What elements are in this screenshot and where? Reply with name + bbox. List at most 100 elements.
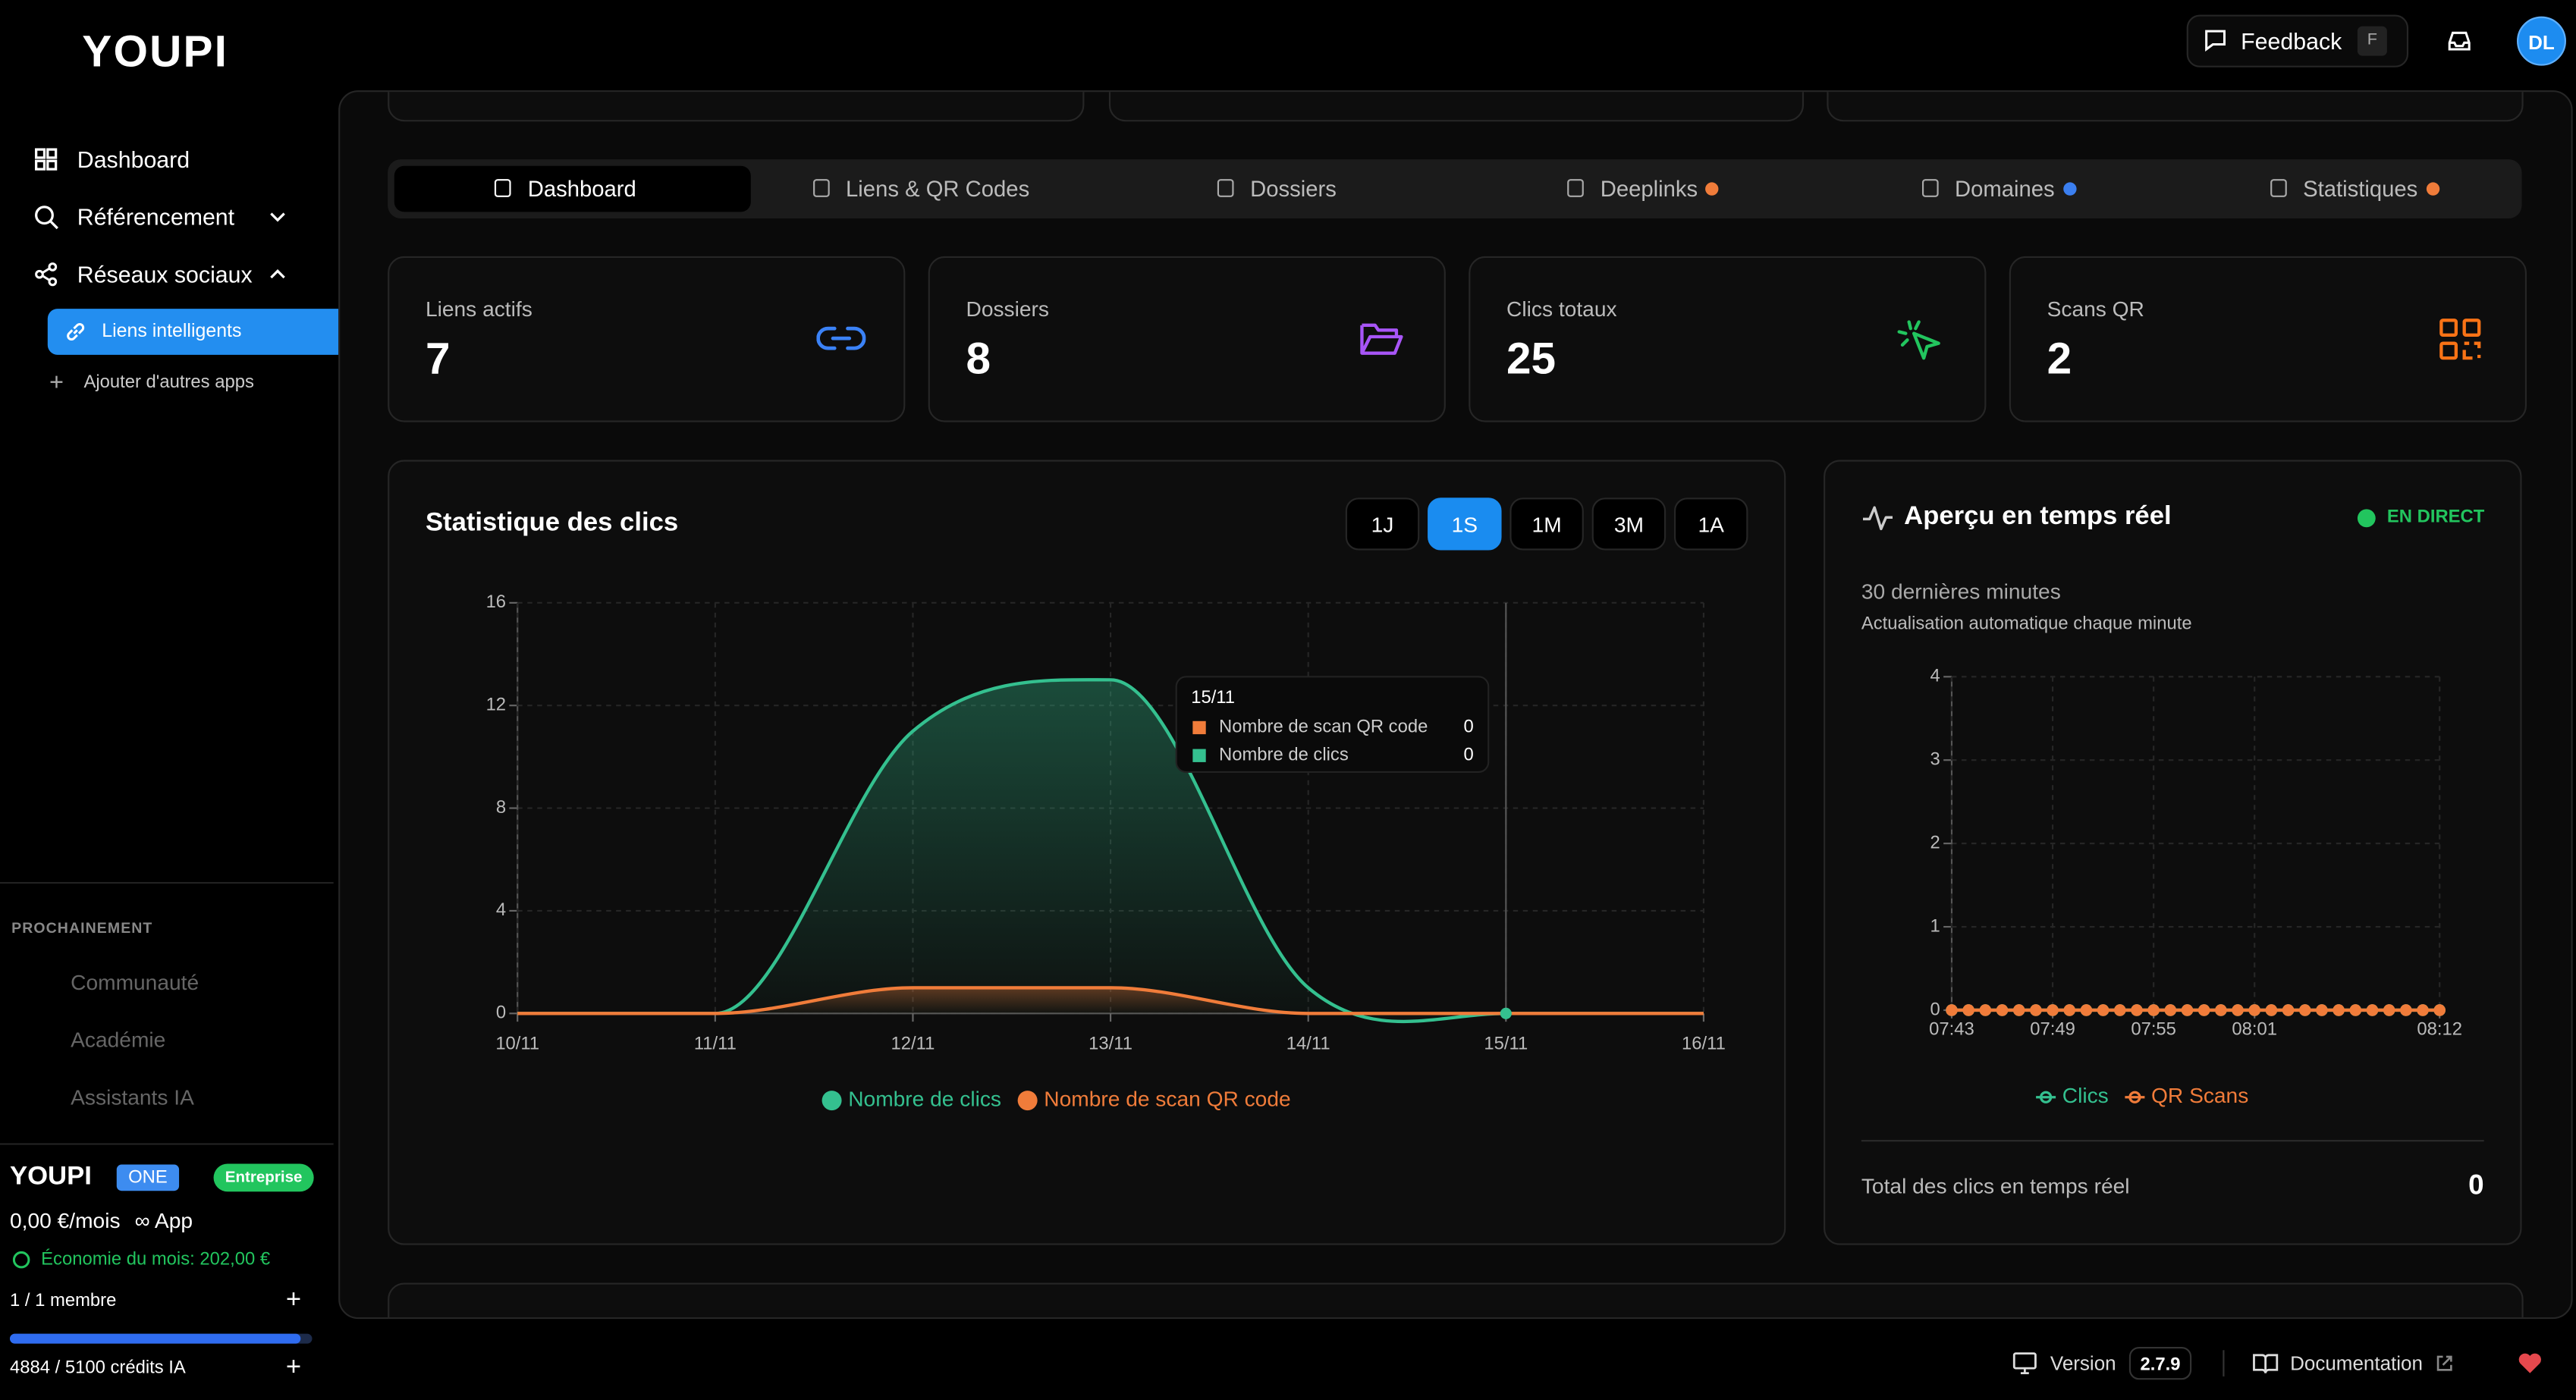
tooltip-name: Nombre de clics <box>1219 745 1349 765</box>
tab-icon <box>1921 179 1939 197</box>
tab-icon <box>1217 179 1233 197</box>
icon <box>67 322 85 341</box>
stat-card <box>2009 256 2526 422</box>
active-subnav[interactable] <box>47 309 339 355</box>
chart-title: Aperçu en temps réel <box>1904 502 2172 531</box>
nav-item[interactable]: Référencement <box>77 203 235 231</box>
card <box>388 92 1085 122</box>
point <box>2097 1004 2109 1016</box>
section-title: PROCHAINEMENT <box>11 919 153 937</box>
progress-fill <box>9 1333 301 1344</box>
tab[interactable]: Dashboard <box>527 176 636 202</box>
point <box>2080 1004 2093 1016</box>
soon-item: Communauté <box>71 969 199 995</box>
tab-icon <box>1567 179 1585 197</box>
y-tick-label: 4 <box>1930 666 1940 686</box>
live-dot <box>2357 509 2376 528</box>
nav-item[interactable]: Dashboard <box>77 146 190 173</box>
stat-value: 2 <box>2047 334 2072 384</box>
plan-badge: ONE <box>116 1164 180 1191</box>
tab-dot <box>2062 182 2077 196</box>
chevron[interactable] <box>268 266 287 283</box>
inbox-icon[interactable] <box>2446 28 2473 55</box>
point <box>2197 1004 2210 1016</box>
stat-label: Clics totaux <box>1506 296 1617 322</box>
point <box>2113 1004 2126 1016</box>
y-tick-label: 8 <box>496 797 506 818</box>
realtime-card <box>1824 460 2522 1245</box>
icon <box>2012 1352 2037 1375</box>
range-button[interactable]: 1J <box>1345 498 1420 551</box>
y-tick-label: 0 <box>1930 999 1940 1019</box>
point <box>2181 1004 2194 1016</box>
chevron[interactable] <box>268 209 287 225</box>
y-tick-label: 0 <box>496 1003 506 1023</box>
legend: Clics QR Scans <box>2036 1084 2248 1107</box>
avatar[interactable]: DL <box>2517 16 2566 66</box>
legend-swatch <box>2125 1091 2145 1103</box>
range-button[interactable]: 1M <box>1509 498 1584 551</box>
add-member[interactable]: + <box>285 1285 302 1314</box>
icon <box>35 206 58 230</box>
plan-logo: YOUPI <box>9 1163 92 1191</box>
x-tick-label: 16/11 <box>1682 1034 1726 1054</box>
legend-label: Nombre de scan QR code <box>1044 1088 1290 1111</box>
legend-swatch <box>1017 1091 1038 1111</box>
point <box>2047 1004 2059 1016</box>
tooltip-value: 0 <box>1463 745 1473 765</box>
total-value: 0 <box>2468 1169 2484 1201</box>
point <box>2265 1004 2278 1016</box>
x-tick-label: 11/11 <box>694 1034 737 1054</box>
legend-label: Nombre de clics <box>848 1088 1001 1111</box>
active-tab[interactable] <box>394 165 750 212</box>
card <box>1827 92 2524 122</box>
tooltip-swatch <box>1192 720 1206 735</box>
subnav-item[interactable]: Ajouter d'autres apps <box>83 372 254 393</box>
heart[interactable] <box>2517 1350 2543 1374</box>
soon-item: Assistants IA <box>71 1085 194 1110</box>
stat-label: Dossiers <box>966 296 1050 322</box>
tab[interactable]: Liens & QR Codes <box>846 176 1030 202</box>
y-tick-label: 2 <box>1930 832 1940 852</box>
range-button[interactable]: 1A <box>1673 498 1748 551</box>
point <box>2063 1004 2076 1016</box>
range-button[interactable]: 1S <box>1428 498 1502 551</box>
tier-badge: Entreprise <box>213 1163 314 1192</box>
point <box>2298 1004 2311 1016</box>
card <box>388 1282 2524 1317</box>
stat-card <box>1469 256 1986 422</box>
tab-dot <box>2426 182 2439 196</box>
icon <box>35 148 58 171</box>
tab[interactable]: Deeplinks <box>1600 176 1698 202</box>
point <box>2433 1004 2446 1016</box>
feedback-label[interactable]: Feedback <box>2241 27 2342 55</box>
x-tick-label: 07:43 <box>1929 1019 1974 1039</box>
subnav-item[interactable]: Liens intelligents <box>102 322 242 342</box>
tooltip-swatch <box>1192 749 1206 762</box>
icon <box>816 326 866 350</box>
add-credits[interactable]: + <box>285 1353 302 1382</box>
tab[interactable]: Domaines <box>1954 176 2055 202</box>
tab[interactable]: Statistiques <box>2303 176 2418 202</box>
point <box>2366 1004 2379 1016</box>
price: 0,00 €/mois <box>9 1207 121 1233</box>
nav-item[interactable]: Réseaux sociaux <box>77 261 253 288</box>
point <box>2147 1004 2160 1016</box>
docs-link[interactable]: Documentation <box>2290 1351 2423 1375</box>
x-tick-label: 10/11 <box>495 1034 539 1054</box>
tab-dot <box>1705 182 1719 196</box>
total-label: Total des clics en temps réel <box>1861 1173 2130 1198</box>
active-point <box>1500 1007 1512 1019</box>
y-tick-label: 4 <box>496 899 506 920</box>
divider <box>0 882 334 884</box>
point <box>2248 1004 2261 1016</box>
x-tick-label: 15/11 <box>1484 1034 1528 1054</box>
legend-swatch <box>2036 1091 2056 1103</box>
x-tick-label: 08:01 <box>2232 1019 2277 1039</box>
point <box>1996 1004 2009 1016</box>
tab[interactable]: Dossiers <box>1250 176 1337 202</box>
point <box>2215 1004 2227 1016</box>
range-button[interactable]: 3M <box>1591 498 1667 551</box>
